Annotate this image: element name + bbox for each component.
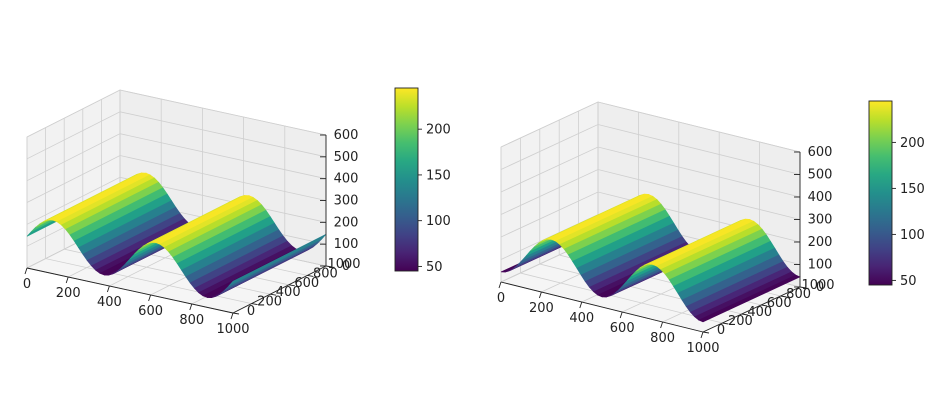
z-tick-label: 0 bbox=[816, 280, 824, 295]
colorbar-tick-label: 100 bbox=[426, 214, 451, 229]
y-tick-label: 0 bbox=[717, 323, 725, 338]
grid-line-z bbox=[26, 89, 327, 138]
y-tick-label: 0 bbox=[247, 304, 255, 319]
y-tick bbox=[761, 304, 768, 307]
surface-plot-right: 0200400600800100002004006008001000010020… bbox=[497, 100, 925, 356]
z-tick-label: 0 bbox=[342, 259, 350, 274]
grid-line-z bbox=[500, 101, 801, 153]
x-tick-label: 600 bbox=[138, 304, 163, 319]
x-tick bbox=[660, 321, 664, 329]
surface-plot-left: 0200400600800100002004006008001000010020… bbox=[23, 87, 451, 337]
y-tick-label: 800 bbox=[786, 287, 811, 302]
colorbar-tick-label: 150 bbox=[900, 182, 925, 197]
x-tick bbox=[106, 285, 110, 293]
y-axis-line bbox=[232, 265, 327, 314]
x-tick bbox=[619, 311, 623, 319]
y-tick bbox=[307, 274, 314, 277]
x-axis-line bbox=[500, 281, 704, 333]
z-tick-label: 200 bbox=[808, 235, 833, 250]
y-tick bbox=[251, 303, 258, 306]
x-tick bbox=[498, 281, 502, 289]
x-tick-label: 1000 bbox=[216, 322, 249, 337]
y-tick bbox=[325, 265, 333, 268]
x-tick-label: 400 bbox=[97, 295, 122, 310]
x-tick-label: 600 bbox=[610, 321, 635, 336]
z-tick-label: 300 bbox=[334, 194, 359, 209]
z-tick-label: 500 bbox=[334, 150, 359, 165]
surface bbox=[500, 193, 801, 323]
y-tick-label: 1000 bbox=[801, 278, 834, 293]
y-tick-label: 600 bbox=[294, 276, 319, 291]
colorbar-tick-label: 200 bbox=[426, 123, 451, 138]
x-tick bbox=[24, 267, 28, 275]
x-tick bbox=[579, 301, 583, 309]
z-tick-label: 100 bbox=[808, 258, 833, 273]
z-tick-label: 100 bbox=[334, 237, 359, 252]
y-tick bbox=[288, 284, 295, 287]
y-tick-label: 800 bbox=[313, 266, 338, 281]
z-tick-label: 500 bbox=[808, 168, 833, 183]
colorbar-tick-label: 100 bbox=[900, 228, 925, 243]
y-tick-label: 200 bbox=[257, 295, 282, 310]
z-tick-label: 400 bbox=[808, 190, 833, 205]
x-tick bbox=[538, 291, 542, 299]
z-tick-label: 400 bbox=[334, 172, 359, 187]
y-tick bbox=[780, 295, 787, 298]
y-tick-label: 400 bbox=[747, 305, 772, 320]
x-tick-label: 200 bbox=[529, 301, 554, 316]
x-tick-label: 0 bbox=[497, 291, 505, 306]
grid-line-z bbox=[500, 146, 801, 198]
x-tick-label: 400 bbox=[569, 311, 594, 326]
x-tick bbox=[189, 303, 193, 311]
grid-line-z bbox=[26, 133, 327, 182]
x-tick bbox=[65, 276, 69, 284]
colorbar-tick-label: 50 bbox=[900, 274, 917, 289]
y-tick bbox=[799, 286, 807, 289]
y-tick-label: 200 bbox=[728, 314, 753, 329]
x-tick-label: 800 bbox=[650, 331, 675, 346]
y-tick-label: 600 bbox=[767, 296, 792, 311]
y-axis-line bbox=[702, 286, 801, 333]
x-tick bbox=[700, 331, 704, 339]
y-tick bbox=[270, 293, 277, 296]
x-tick-label: 0 bbox=[23, 277, 31, 292]
z-tick-label: 600 bbox=[334, 128, 359, 143]
y-tick bbox=[741, 313, 748, 316]
y-tick bbox=[722, 322, 729, 325]
grid-line-z bbox=[500, 169, 801, 220]
colorbar-tick-label: 200 bbox=[900, 136, 925, 151]
x-tick-label: 800 bbox=[179, 313, 204, 328]
colorbar: 50 100 150 200 bbox=[868, 100, 925, 289]
colorbar-tick-label: 50 bbox=[426, 260, 443, 275]
grid-line-z bbox=[500, 124, 801, 175]
surface bbox=[26, 172, 327, 299]
y-tick bbox=[702, 331, 710, 334]
colorbar-gradient bbox=[394, 87, 419, 272]
grid-line-z bbox=[26, 155, 327, 203]
colorbar: 50 100 150 200 bbox=[394, 87, 451, 275]
z-tick-label: 300 bbox=[808, 213, 833, 228]
y-tick-label: 400 bbox=[276, 285, 301, 300]
y-tick bbox=[232, 312, 240, 315]
z-tick-label: 600 bbox=[808, 145, 833, 160]
x-axis-line bbox=[26, 267, 234, 314]
colorbar-gradient bbox=[868, 100, 893, 286]
y-tick-label: 1000 bbox=[327, 257, 360, 272]
x-tick-label: 200 bbox=[56, 286, 81, 301]
x-tick-label: 1000 bbox=[686, 341, 719, 356]
grid-line-z bbox=[26, 111, 327, 160]
x-tick bbox=[230, 312, 234, 320]
colorbar-tick-label: 150 bbox=[426, 168, 451, 183]
x-tick bbox=[148, 294, 152, 302]
z-tick-label: 200 bbox=[334, 215, 359, 230]
